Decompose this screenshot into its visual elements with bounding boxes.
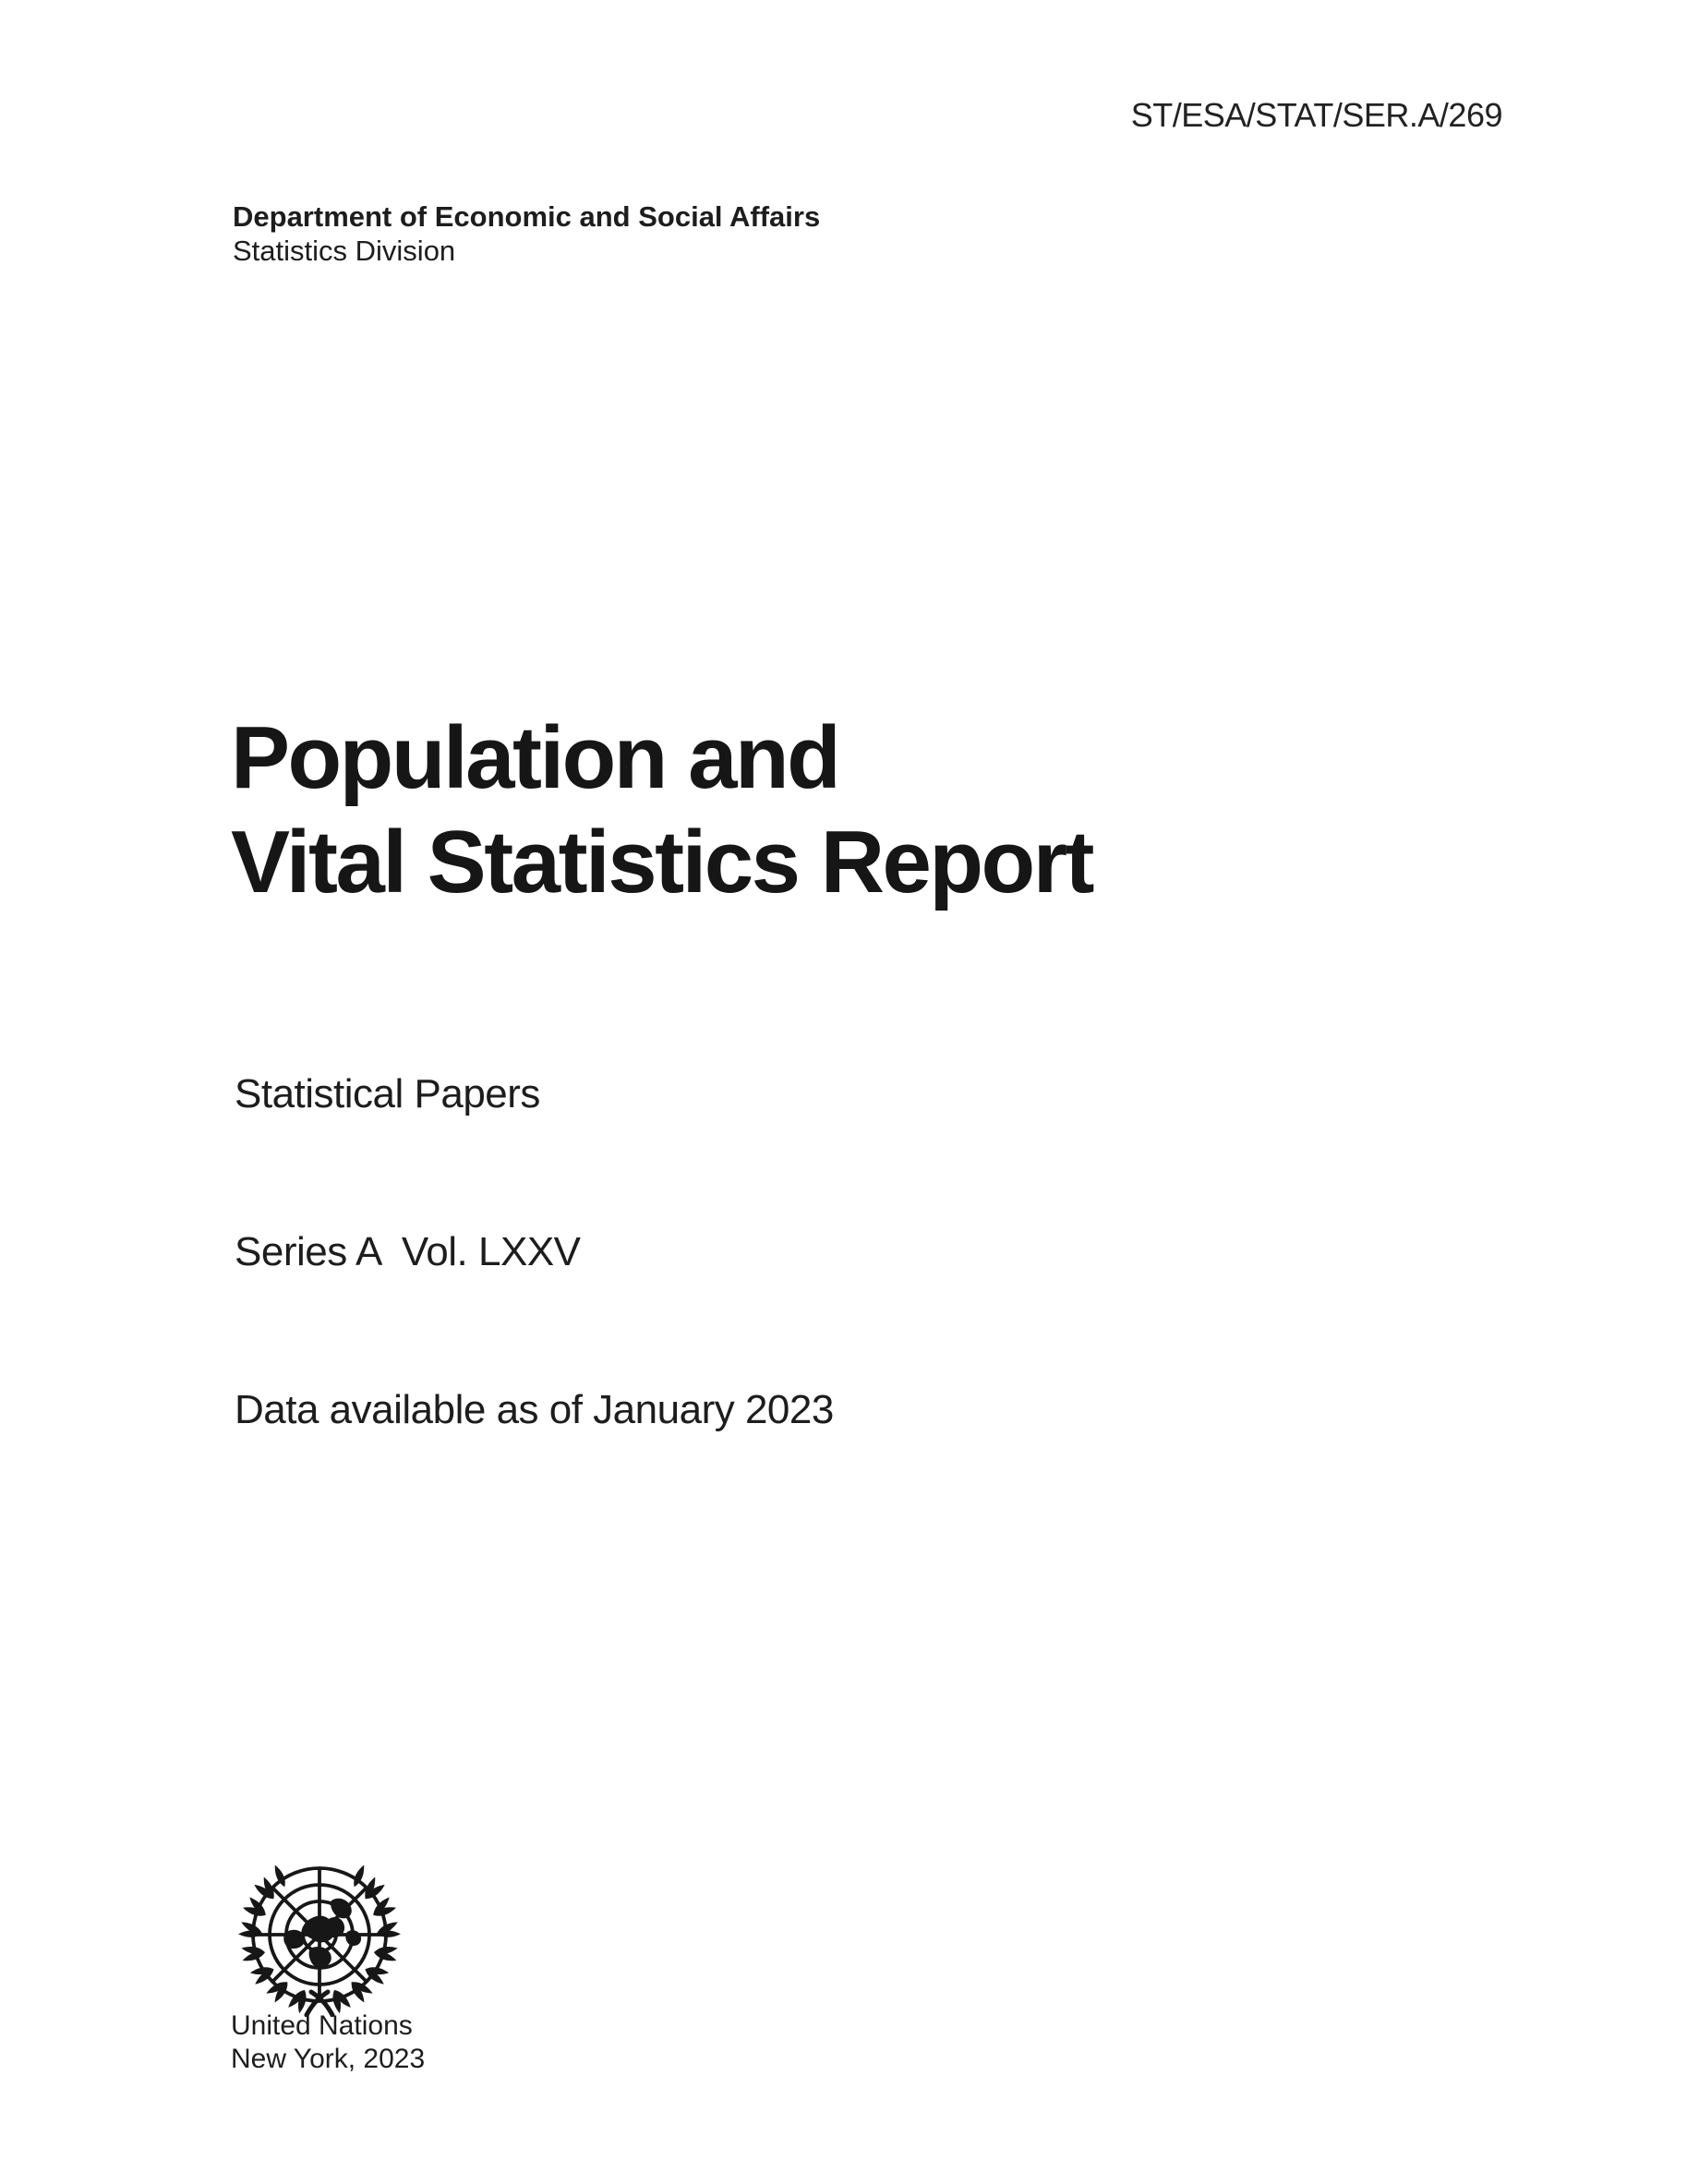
series-name: Statistical Papers bbox=[235, 1071, 540, 1116]
report-title-line-1: Population and bbox=[231, 708, 841, 807]
issuing-office-block: Department of Economic and Social Affair… bbox=[233, 199, 820, 268]
report-title-line-2: Vital Statistics Report bbox=[231, 813, 1095, 911]
publisher-name: United Nations bbox=[231, 2010, 413, 2041]
imprint-text: United Nations New York, 2023 bbox=[231, 2009, 425, 2076]
series-volume: Series A Vol. LXXV bbox=[235, 1229, 581, 1274]
series-info-block: Statistical Papers Series A Vol. LXXV Da… bbox=[235, 962, 834, 1541]
publication-place-year: New York, 2023 bbox=[231, 2044, 426, 2074]
division-name: Statistics Division bbox=[233, 235, 456, 267]
imprint-block: United Nations New York, 2023 bbox=[231, 1864, 425, 2076]
document-symbol: ST/ESA/STAT/SER.A/269 bbox=[1130, 96, 1503, 134]
data-availability-note: Data available as of January 2023 bbox=[235, 1387, 834, 1432]
un-emblem-icon bbox=[233, 1864, 406, 2017]
department-name: Department of Economic and Social Affair… bbox=[233, 200, 821, 233]
report-title: Population and Vital Statistics Report bbox=[231, 706, 1095, 914]
